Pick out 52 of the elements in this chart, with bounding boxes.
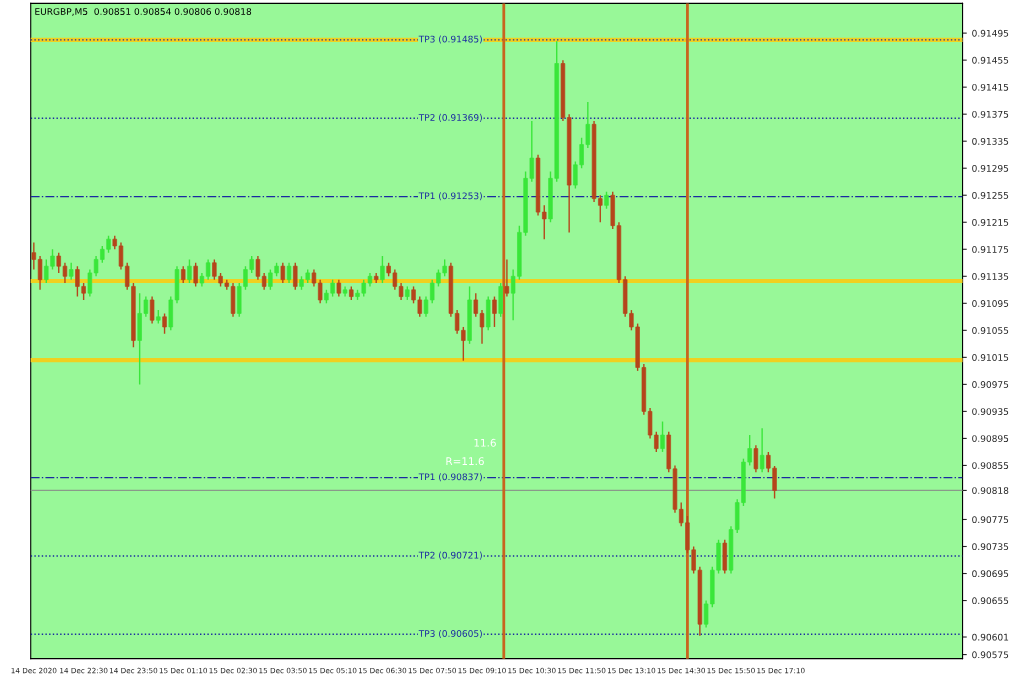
- y-tick-label: 0.91375: [972, 110, 1009, 118]
- candlestick: [759, 427, 765, 473]
- y-tick-label: 0.91015: [972, 354, 1009, 361]
- ref-line-label: TP2 (0.91369): [418, 113, 482, 122]
- y-tick-label: 0.91295: [972, 164, 1009, 172]
- y-tick-label: 0.91335: [972, 137, 1009, 145]
- y-tick-label: 0.90601: [972, 633, 1009, 641]
- y-tick-label: 0.91175: [972, 246, 1009, 253]
- annotation: 11.6: [474, 438, 496, 447]
- ref-line-label: TP3 (0.90605): [418, 629, 482, 638]
- ref-line-label: TP2 (0.90721): [418, 551, 482, 560]
- candlestick: [280, 262, 286, 284]
- ref-line-label: TP1 (0.90837): [418, 473, 482, 482]
- candlestick: [31, 241, 37, 271]
- candlestick: [149, 295, 155, 325]
- y-tick-label: 0.90975: [972, 381, 1009, 388]
- candlestick: [504, 258, 510, 298]
- candlestick: [660, 420, 665, 453]
- candlestick: [492, 295, 497, 328]
- candlestick: [380, 255, 385, 284]
- y-tick-label: 0.91495: [972, 29, 1009, 37]
- candlestick: [317, 278, 323, 305]
- candlestick: [187, 258, 192, 284]
- y-tick-label: 0.90735: [972, 543, 1009, 551]
- y-tick-label: 0.90655: [972, 597, 1009, 605]
- annotation: R=11.6: [446, 457, 484, 466]
- y-tick-label: 0.91415: [972, 83, 1009, 91]
- y-tick-label: 0.91455: [972, 56, 1009, 64]
- y-tick-label: 0.91055: [972, 327, 1009, 334]
- chart-title: EURGBP,M5 0.90851 0.90854 0.90806 0.90818: [35, 8, 252, 16]
- candlestick: [162, 312, 167, 335]
- y-tick-label: 0.90575: [972, 651, 1009, 659]
- ref-line-label: TP1 (0.91253): [418, 192, 482, 201]
- candlestick: [286, 262, 292, 284]
- y-tick-label: 0.91095: [972, 300, 1009, 307]
- y-tick-label: 0.90855: [972, 462, 1009, 469]
- y-tick-label: 0.91135: [972, 273, 1009, 280]
- candlestick: [205, 258, 211, 281]
- y-tick-label: 0.91255: [972, 191, 1009, 199]
- ref-line-label: TP3 (0.91485): [418, 35, 482, 44]
- candlestick: [193, 262, 198, 288]
- candlestick: [255, 255, 261, 281]
- y-tick-label: 0.90775: [972, 516, 1009, 524]
- y-tick-label: 0.91215: [972, 218, 1009, 226]
- candlestick: [37, 255, 43, 291]
- y-tick-label: 0.90935: [972, 408, 1009, 415]
- y-tick-label: 0.90895: [972, 435, 1009, 442]
- candlestick: [753, 444, 759, 473]
- y-tick-label: 0.90695: [972, 570, 1009, 578]
- candlestick: [293, 262, 298, 291]
- candlestick: [87, 268, 93, 298]
- y-tick-label: 0.90818: [972, 487, 1009, 494]
